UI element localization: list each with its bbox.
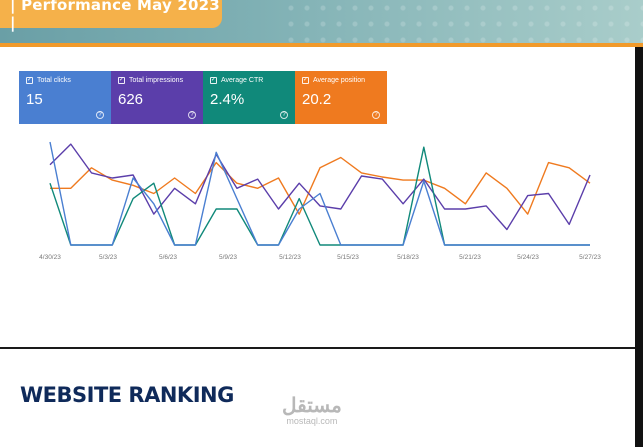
performance-line-chart: 4/30/23 5/3/23 5/6/23 5/9/23 5/12/23 5/15/23 5… bbox=[39, 141, 601, 261]
header-rule bbox=[0, 43, 643, 47]
metric-value: 626 bbox=[118, 91, 144, 108]
x-tick-label: 5/15/23 bbox=[337, 254, 359, 261]
report-title: | Performance May 2023 | bbox=[10, 0, 220, 32]
section-divider bbox=[0, 347, 635, 349]
x-tick-label: 5/3/23 bbox=[99, 254, 117, 261]
metric-average-position[interactable]: ✓ Average position 20.2 ? bbox=[295, 71, 387, 124]
checkbox-icon[interactable]: ✓ bbox=[118, 77, 125, 84]
header-band bbox=[0, 0, 643, 44]
x-tick-label: 5/27/23 bbox=[579, 254, 601, 261]
metric-label: Total clicks bbox=[37, 77, 71, 84]
metric-value: 15 bbox=[26, 91, 43, 108]
x-tick-label: 5/9/23 bbox=[219, 254, 237, 261]
checkbox-icon[interactable]: ✓ bbox=[26, 77, 33, 84]
section-title: WEBSITE RANKING bbox=[20, 383, 234, 407]
series-line-3 bbox=[49, 141, 590, 246]
metric-tiles: ✓ Total clicks 15 ? ✓ Total impressions … bbox=[19, 71, 387, 124]
watermark: مستقل mostaql.com bbox=[282, 396, 342, 426]
x-tick-label: 5/18/23 bbox=[397, 254, 419, 261]
metric-total-clicks[interactable]: ✓ Total clicks 15 ? bbox=[19, 71, 111, 124]
help-icon[interactable]: ? bbox=[280, 111, 288, 119]
metric-value: 20.2 bbox=[302, 91, 332, 108]
metric-label: Total impressions bbox=[129, 77, 184, 84]
metric-total-impressions[interactable]: ✓ Total impressions 626 ? bbox=[111, 71, 203, 124]
x-tick-label: 5/6/23 bbox=[159, 254, 177, 261]
metric-average-ctr[interactable]: ✓ Average CTR 2.4% ? bbox=[203, 71, 295, 124]
help-icon[interactable]: ? bbox=[372, 111, 380, 119]
series-line-1 bbox=[49, 143, 591, 231]
metric-value: 2.4% bbox=[210, 91, 245, 108]
checkbox-icon[interactable]: ✓ bbox=[210, 77, 217, 84]
title-tag: | Performance May 2023 | bbox=[0, 0, 222, 32]
x-tick-label: 5/24/23 bbox=[517, 254, 539, 261]
metric-label: Average position bbox=[313, 77, 366, 84]
x-tick-label: 5/21/23 bbox=[459, 254, 481, 261]
header-ornament bbox=[283, 0, 643, 44]
help-icon[interactable]: ? bbox=[96, 111, 104, 119]
page-edge bbox=[635, 47, 643, 447]
series-line-2 bbox=[49, 146, 590, 246]
checkbox-icon[interactable]: ✓ bbox=[302, 77, 309, 84]
watermark-latin: mostaql.com bbox=[286, 416, 338, 426]
help-icon[interactable]: ? bbox=[188, 111, 196, 119]
x-tick-label: 4/30/23 bbox=[39, 254, 61, 261]
x-tick-label: 5/12/23 bbox=[279, 254, 301, 261]
watermark-arabic: مستقل bbox=[282, 395, 342, 417]
metric-label: Average CTR bbox=[221, 77, 264, 84]
performance-card: ✓ Total clicks 15 ? ✓ Total impressions … bbox=[0, 47, 635, 347]
